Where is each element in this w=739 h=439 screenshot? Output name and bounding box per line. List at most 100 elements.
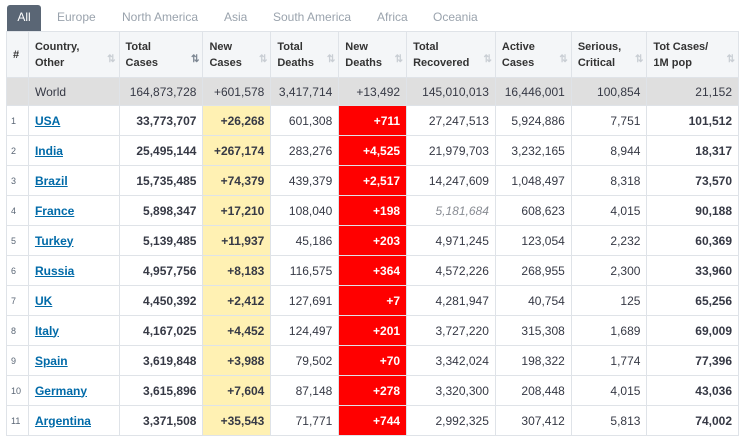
tab-asia[interactable]: Asia — [224, 10, 248, 24]
total-deaths: 79,502 — [270, 345, 340, 376]
active-cases: 608,623 — [494, 195, 572, 226]
serious-critical: 8,944 — [570, 135, 648, 166]
col-header-num[interactable]: # — [6, 31, 29, 78]
total-cases: 33,773,707 — [118, 105, 204, 136]
cases-per-million: 21,152 — [646, 77, 739, 106]
serious-critical: 4,015 — [570, 195, 648, 226]
country-link[interactable]: UK — [34, 293, 53, 308]
sort-icon: ⇅ — [635, 54, 644, 65]
serious-critical: 1,689 — [570, 315, 648, 346]
new-cases: +601,578 — [202, 77, 272, 106]
cases-per-million: 33,960 — [646, 255, 739, 286]
total-cases: 25,495,144 — [118, 135, 204, 166]
country-name: Russia — [27, 255, 120, 286]
country-name: World — [27, 77, 120, 106]
tab-north-america[interactable]: North America — [122, 10, 199, 24]
country-link[interactable]: Argentina — [34, 413, 91, 428]
tab-south-america[interactable]: South America — [273, 10, 352, 24]
cases-per-million: 90,188 — [646, 195, 739, 226]
country-name: Turkey — [27, 225, 120, 256]
total-recovered: 21,979,703 — [406, 135, 496, 166]
serious-critical: 1,774 — [570, 345, 648, 376]
serious-critical: 2,232 — [570, 225, 648, 256]
total-deaths: 116,575 — [270, 255, 340, 286]
col-header-new-cases[interactable]: New Cases ⇅ — [202, 31, 272, 78]
country-link[interactable]: Turkey — [34, 233, 74, 248]
new-deaths: +744 — [338, 405, 408, 436]
cases-per-million: 77,396 — [646, 345, 739, 376]
country-name: Argentina — [27, 405, 120, 436]
country-name: France — [27, 195, 120, 226]
col-header-serious[interactable]: Serious, Critical ⇅ — [570, 31, 648, 78]
col-header-total-cases[interactable]: Total Cases ⇅ — [118, 31, 204, 78]
tab-oceania[interactable]: Oceania — [433, 10, 478, 24]
table-row: 5 Turkey 5,139,485 +11,937 45,186 +203 4,971,2… — [6, 225, 739, 256]
row-num: 10 — [6, 375, 29, 406]
total-cases: 3,619,848 — [118, 345, 204, 376]
active-cases: 40,754 — [494, 285, 572, 316]
country-link[interactable]: France — [34, 203, 75, 218]
total-recovered: 4,281,947 — [406, 285, 496, 316]
total-deaths: 3,417,714 — [270, 77, 340, 106]
country-link[interactable]: USA — [34, 113, 61, 128]
country-link[interactable]: Germany — [34, 383, 87, 398]
table-header-row: # Country, Other ⇅ Total Cases ⇅ New Cases ⇅ T… — [6, 31, 739, 78]
active-cases: 5,924,886 — [494, 105, 572, 136]
serious-critical: 5,813 — [570, 405, 648, 436]
row-num: 9 — [6, 345, 29, 376]
col-header-total-deaths[interactable]: Total Deaths ⇅ — [270, 31, 340, 78]
country-link[interactable]: Italy — [34, 323, 59, 338]
tab-all[interactable]: All — [7, 5, 41, 31]
table-row: 10 Germany 3,615,896 +7,604 87,148 +278 3,320,… — [6, 375, 739, 406]
total-recovered: 145,010,013 — [406, 77, 496, 106]
country-link[interactable]: Russia — [34, 263, 75, 278]
total-deaths: 108,040 — [270, 195, 340, 226]
col-header-country[interactable]: Country, Other ⇅ — [27, 31, 120, 78]
row-num: 5 — [6, 225, 29, 256]
tab-europe[interactable]: Europe — [57, 10, 96, 24]
new-cases: +74,379 — [202, 165, 272, 196]
row-num: 1 — [6, 105, 29, 136]
serious-critical: 4,015 — [570, 375, 648, 406]
new-deaths: +4,525 — [338, 135, 408, 166]
new-cases: +4,452 — [202, 315, 272, 346]
total-deaths: 439,379 — [270, 165, 340, 196]
new-cases: +267,174 — [202, 135, 272, 166]
active-cases: 16,446,001 — [494, 77, 572, 106]
col-header-per-million[interactable]: Tot Cases/1M pop ⇅ — [646, 31, 739, 78]
cases-per-million: 43,036 — [646, 375, 739, 406]
covid-stats-table: # Country, Other ⇅ Total Cases ⇅ New Cases ⇅ T… — [6, 31, 739, 436]
country-name: USA — [27, 105, 120, 136]
row-num: 8 — [6, 315, 29, 346]
total-cases: 15,735,485 — [118, 165, 204, 196]
total-recovered: 3,342,024 — [406, 345, 496, 376]
new-deaths: +7 — [338, 285, 408, 316]
world-row: World 164,873,728 +601,578 3,417,714 +13… — [6, 77, 739, 106]
col-header-new-deaths[interactable]: New Deaths ⇅ — [338, 31, 408, 78]
total-deaths: 127,691 — [270, 285, 340, 316]
active-cases: 268,955 — [494, 255, 572, 286]
active-cases: 315,308 — [494, 315, 572, 346]
active-cases: 198,322 — [494, 345, 572, 376]
total-cases: 4,450,392 — [118, 285, 204, 316]
col-header-active-cases[interactable]: Active Cases ⇅ — [494, 31, 572, 78]
col-header-total-recovered[interactable]: Total Recovered ⇅ — [406, 31, 496, 78]
table-row: 1 USA 33,773,707 +26,268 601,308 +711 27,247,5… — [6, 105, 739, 136]
new-cases: +11,937 — [202, 225, 272, 256]
new-deaths: +201 — [338, 315, 408, 346]
total-deaths: 71,771 — [270, 405, 340, 436]
tab-africa[interactable]: Africa — [377, 10, 408, 24]
country-link[interactable]: Spain — [34, 353, 68, 368]
cases-per-million: 65,256 — [646, 285, 739, 316]
new-deaths: +711 — [338, 105, 408, 136]
sort-icon: ⇅ — [107, 54, 116, 65]
sort-icon: ⇅ — [326, 54, 336, 65]
new-cases: +2,412 — [202, 285, 272, 316]
new-cases: +26,268 — [202, 105, 272, 136]
table-row: 6 Russia 4,957,756 +8,183 116,575 +364 4,572,2… — [6, 255, 739, 286]
table-row: 3 Brazil 15,735,485 +74,379 439,379 +2,517 14,… — [6, 165, 739, 196]
country-link[interactable]: Brazil — [34, 173, 68, 188]
total-cases: 4,957,756 — [118, 255, 204, 286]
country-link[interactable]: India — [34, 143, 63, 158]
new-deaths: +70 — [338, 345, 408, 376]
